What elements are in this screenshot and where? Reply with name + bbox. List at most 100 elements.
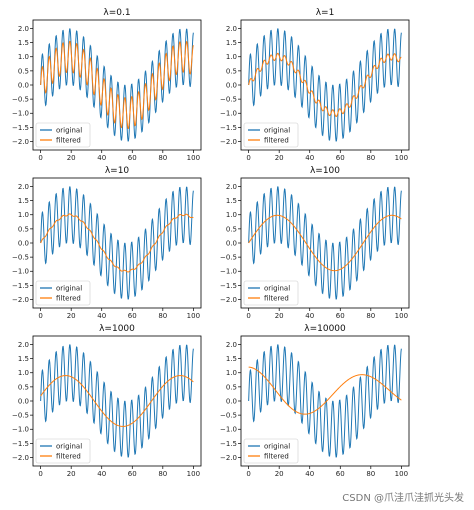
legend-box bbox=[35, 122, 91, 148]
chart-panel-3: λ=10 0 20 40 60 80 100 −2.0 −1.5 −1.0 −0.5 0.0 0.5 1.… bbox=[12, 166, 202, 320]
y-tick-label: −2.0 bbox=[12, 454, 29, 462]
y-tick-label: −1.5 bbox=[220, 440, 237, 448]
chart-title: λ=10000 bbox=[304, 324, 346, 334]
y-tick-label: 1.0 bbox=[226, 211, 237, 219]
x-tick-label: 40 bbox=[97, 154, 106, 162]
x-tick-label: 0 bbox=[38, 154, 42, 162]
y-tick-label: 0.5 bbox=[18, 383, 29, 391]
legend-box bbox=[243, 438, 299, 464]
chart-title: λ=100 bbox=[310, 166, 340, 176]
y-tick-label: 1.5 bbox=[18, 39, 29, 47]
y-tick-label: 1.5 bbox=[226, 39, 237, 47]
y-tick-label: −0.5 bbox=[220, 96, 237, 104]
y-tick-label: 2.0 bbox=[18, 183, 29, 191]
y-tick-label: −1.5 bbox=[12, 440, 29, 448]
series-filtered-line bbox=[40, 213, 194, 273]
y-tick-label: 1.0 bbox=[226, 53, 237, 61]
y-tick-label: −1.0 bbox=[12, 426, 29, 434]
legend-label-filtered: filtered bbox=[56, 295, 81, 303]
x-tick-label: 80 bbox=[366, 154, 375, 162]
x-tick-label: 60 bbox=[128, 312, 137, 320]
y-tick-label: −2.0 bbox=[220, 138, 237, 146]
series-original-line bbox=[40, 344, 194, 458]
x-tick-label: 20 bbox=[67, 470, 76, 478]
x-tick-label: 20 bbox=[67, 154, 76, 162]
y-tick-label: −0.5 bbox=[12, 254, 29, 262]
chart-panel-2: λ=1 0 20 40 60 80 100 −2.0 −1.5 −1.0 −0.5 0.0 0.5 1.0… bbox=[220, 8, 410, 162]
x-tick-label: 0 bbox=[246, 154, 250, 162]
series-filtered-line bbox=[40, 40, 194, 130]
y-tick-label: 2.0 bbox=[226, 183, 237, 191]
series-original-line bbox=[248, 28, 402, 142]
x-tick-label: 40 bbox=[305, 154, 314, 162]
y-tick-label: 2.0 bbox=[226, 341, 237, 349]
legend-box bbox=[35, 280, 91, 306]
x-tick-label: 0 bbox=[38, 470, 42, 478]
y-tick-label: 1.0 bbox=[18, 369, 29, 377]
y-tick-label: −2.0 bbox=[12, 296, 29, 304]
y-tick-label: 1.5 bbox=[226, 197, 237, 205]
y-tick-label: 0.0 bbox=[18, 397, 29, 405]
x-tick-label: 20 bbox=[67, 312, 76, 320]
chart-panel-6: λ=10000 0 20 40 60 80 100 −2.0 −1.5 −1.0 −0.5 0.0 0.… bbox=[220, 324, 410, 478]
y-tick-label: 0.5 bbox=[18, 67, 29, 75]
x-tick-label: 60 bbox=[336, 470, 345, 478]
legend-label-filtered: filtered bbox=[264, 137, 289, 145]
legend-box bbox=[243, 280, 299, 306]
y-tick-label: 1.5 bbox=[18, 197, 29, 205]
y-tick-label: −0.5 bbox=[220, 254, 237, 262]
y-tick-label: 0.5 bbox=[226, 225, 237, 233]
y-tick-label: −0.5 bbox=[12, 412, 29, 420]
x-tick-label: 0 bbox=[38, 312, 42, 320]
y-tick-label: −1.0 bbox=[12, 110, 29, 118]
y-tick-label: 0.0 bbox=[226, 81, 237, 89]
x-tick-label: 60 bbox=[128, 470, 137, 478]
y-tick-label: −2.0 bbox=[12, 138, 29, 146]
chart-panel-1: λ=0.1 0 20 40 60 80 100 −2.0 −1.5 −1.0 −0.5 0.0 0.5 1… bbox=[12, 8, 202, 162]
y-tick-label: 0.5 bbox=[226, 67, 237, 75]
legend-label-original: original bbox=[264, 285, 290, 293]
series-filtered-line bbox=[248, 52, 402, 118]
y-tick-label: 1.0 bbox=[18, 53, 29, 61]
x-tick-label: 80 bbox=[158, 154, 167, 162]
chart-title: λ=10 bbox=[105, 166, 130, 176]
y-tick-label: 0.5 bbox=[226, 383, 237, 391]
x-tick-label: 60 bbox=[128, 154, 137, 162]
x-tick-label: 20 bbox=[275, 470, 284, 478]
chart-title: λ=1 bbox=[316, 8, 335, 18]
x-tick-label: 100 bbox=[187, 312, 200, 320]
y-tick-label: 0.0 bbox=[18, 81, 29, 89]
x-tick-label: 0 bbox=[246, 470, 250, 478]
legend-label-filtered: filtered bbox=[264, 453, 289, 461]
y-tick-label: −0.5 bbox=[220, 412, 237, 420]
y-tick-label: 0.0 bbox=[226, 239, 237, 247]
x-tick-label: 100 bbox=[395, 312, 408, 320]
y-tick-label: −1.0 bbox=[220, 426, 237, 434]
x-tick-label: 20 bbox=[275, 154, 284, 162]
y-tick-label: −1.0 bbox=[12, 268, 29, 276]
x-tick-label: 40 bbox=[97, 312, 106, 320]
x-tick-label: 40 bbox=[97, 470, 106, 478]
y-tick-label: 0.5 bbox=[18, 225, 29, 233]
x-tick-label: 40 bbox=[305, 470, 314, 478]
legend-label-original: original bbox=[56, 443, 82, 451]
x-tick-label: 60 bbox=[336, 154, 345, 162]
chart-title: λ=0.1 bbox=[103, 8, 130, 18]
legend-label-filtered: filtered bbox=[56, 137, 81, 145]
y-tick-label: 1.0 bbox=[226, 369, 237, 377]
y-tick-label: 0.0 bbox=[18, 239, 29, 247]
x-tick-label: 100 bbox=[187, 470, 200, 478]
y-tick-label: −0.5 bbox=[12, 96, 29, 104]
y-tick-label: 1.5 bbox=[226, 355, 237, 363]
x-tick-label: 100 bbox=[395, 154, 408, 162]
series-original-line bbox=[248, 186, 402, 300]
x-tick-label: 40 bbox=[305, 312, 314, 320]
legend-label-original: original bbox=[56, 285, 82, 293]
legend-box bbox=[35, 438, 91, 464]
x-tick-label: 80 bbox=[158, 312, 167, 320]
y-tick-label: −1.0 bbox=[220, 110, 237, 118]
y-tick-label: 1.5 bbox=[18, 355, 29, 363]
legend-label-original: original bbox=[56, 127, 82, 135]
x-tick-label: 80 bbox=[366, 470, 375, 478]
series-original-line bbox=[40, 186, 194, 300]
